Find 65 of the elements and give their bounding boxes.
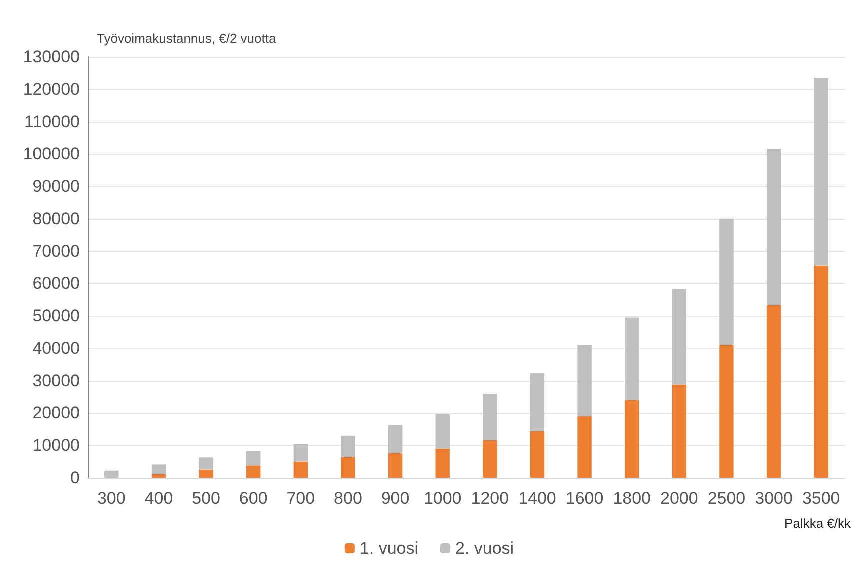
bar	[246, 466, 261, 478]
bar	[483, 440, 498, 478]
x-tick-label: 900	[381, 489, 410, 508]
y-tick-label: 130000	[23, 48, 80, 66]
bar	[199, 458, 214, 470]
bar	[766, 305, 782, 478]
x-tick-label: 700	[286, 489, 316, 508]
bar	[436, 448, 450, 478]
y-tick-label: 50000	[32, 306, 80, 326]
bar	[766, 148, 782, 306]
x-tick-label: 1600	[566, 489, 604, 508]
y-tick-label: 100000	[23, 144, 80, 164]
bar	[578, 416, 592, 478]
y-axis-title: Työvoimakustannus, €/2 vuotta	[97, 31, 277, 46]
bar	[388, 425, 403, 454]
x-tick-label: 600	[239, 489, 268, 508]
y-tick-label: 70000	[32, 242, 80, 261]
bar	[294, 444, 308, 462]
y-tick-label: 110000	[24, 112, 80, 132]
y-tick-label: 120000	[23, 80, 80, 99]
x-tick-label: 1800	[613, 489, 652, 508]
x-tick-label: 1000	[424, 489, 462, 508]
bar	[104, 470, 119, 478]
x-tick-label: 2000	[660, 489, 698, 508]
bar	[720, 218, 734, 346]
x-tick-label: 800	[334, 489, 362, 508]
x-tick-label: 3500	[802, 489, 840, 508]
bar	[578, 345, 592, 416]
y-tick-label: 10000	[32, 436, 80, 456]
bar	[624, 318, 640, 400]
x-tick-label: 1400	[518, 489, 556, 508]
bar	[530, 431, 545, 478]
legend-label: 2. vuosi	[456, 539, 514, 558]
y-tick-label: 0	[70, 468, 80, 488]
bar	[341, 457, 356, 478]
bar	[814, 78, 828, 266]
x-tick-label: 1200	[471, 489, 510, 508]
x-tick-label: 3000	[755, 489, 793, 508]
bar	[388, 453, 403, 478]
x-tick-label: 300	[97, 489, 126, 508]
bar	[720, 345, 734, 478]
bar	[672, 384, 687, 478]
bar	[436, 414, 450, 449]
y-tick-label: 40000	[32, 338, 80, 358]
bar	[246, 451, 261, 466]
y-tick-label: 60000	[32, 274, 80, 294]
x-tick-label: 400	[144, 489, 174, 508]
bar	[199, 470, 214, 478]
bar	[530, 373, 545, 432]
bar	[341, 436, 356, 458]
bar	[672, 289, 687, 385]
x-tick-label: 500	[192, 489, 220, 508]
x-tick-label: 2500	[708, 489, 746, 508]
bar	[152, 464, 166, 474]
x-axis-title: Palkka €/kk	[784, 516, 852, 531]
y-tick-label: 30000	[32, 371, 80, 390]
y-tick-label: 20000	[32, 404, 80, 423]
y-tick-label: 90000	[32, 177, 80, 196]
bar	[624, 400, 640, 478]
legend-label: 1. vuosi	[360, 539, 419, 558]
y-tick-label: 80000	[32, 209, 80, 228]
bar	[294, 462, 308, 478]
bar	[483, 394, 498, 440]
bar	[814, 266, 828, 478]
bar	[152, 474, 166, 478]
